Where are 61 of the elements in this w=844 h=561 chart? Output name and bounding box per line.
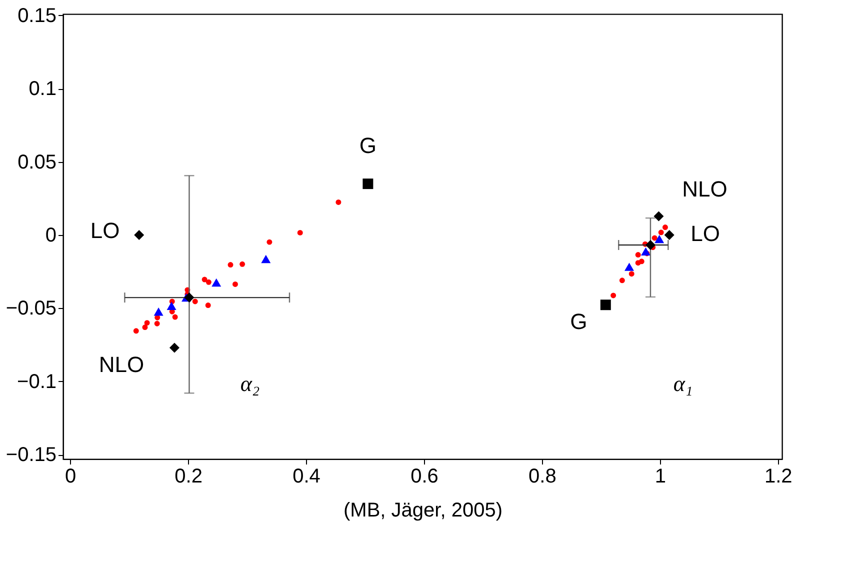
point bbox=[202, 276, 208, 282]
x-tick-label: 0.6 bbox=[410, 466, 438, 488]
point bbox=[658, 230, 664, 236]
point bbox=[600, 300, 611, 310]
x-tick-label: 1 bbox=[654, 466, 666, 488]
point bbox=[144, 320, 150, 326]
point bbox=[641, 247, 650, 256]
point bbox=[654, 211, 664, 222]
point bbox=[206, 279, 212, 285]
point bbox=[134, 230, 144, 240]
x-tick-label: 0.8 bbox=[528, 466, 556, 488]
x-tick-label: 0 bbox=[65, 466, 76, 488]
point bbox=[610, 292, 616, 298]
point bbox=[228, 262, 234, 268]
point bbox=[638, 258, 644, 264]
point bbox=[336, 200, 342, 205]
point bbox=[192, 298, 198, 304]
point bbox=[266, 239, 272, 245]
point bbox=[169, 342, 180, 353]
x-axis-title: (MB, Jäger, 2005) bbox=[344, 500, 502, 522]
point bbox=[154, 320, 160, 326]
annotation: α₁ bbox=[673, 371, 693, 396]
x-tick-label: 0.2 bbox=[174, 466, 202, 488]
point bbox=[212, 278, 222, 287]
annotation: LO bbox=[90, 218, 120, 244]
point bbox=[133, 328, 139, 334]
y-tick-label: −0.15 bbox=[6, 444, 56, 466]
y-tick-label: −0.05 bbox=[6, 298, 56, 320]
point bbox=[232, 281, 238, 287]
annotation: G bbox=[359, 132, 377, 158]
point bbox=[205, 302, 211, 308]
annotation: α₂ bbox=[240, 371, 260, 396]
point bbox=[652, 235, 658, 241]
annotation: G bbox=[570, 308, 588, 334]
point bbox=[154, 307, 164, 316]
point bbox=[142, 324, 148, 330]
point bbox=[172, 314, 178, 320]
y-tick-label: 0.05 bbox=[18, 151, 56, 174]
y-tick-label: 0 bbox=[45, 224, 56, 247]
point bbox=[619, 278, 625, 284]
point bbox=[662, 224, 668, 230]
annotation: NLO bbox=[682, 176, 728, 202]
x-tick-label: 1.2 bbox=[764, 466, 792, 488]
point bbox=[635, 252, 641, 258]
y-tick-label: 0.15 bbox=[18, 4, 56, 27]
annotation: LO bbox=[690, 221, 720, 246]
point bbox=[628, 271, 634, 277]
point bbox=[654, 234, 664, 244]
y-tick-label: −0.1 bbox=[17, 370, 56, 393]
point bbox=[240, 261, 246, 267]
point bbox=[166, 302, 176, 310]
x-tick-label: 0.4 bbox=[292, 466, 320, 488]
point bbox=[645, 240, 656, 250]
annotation: NLO bbox=[98, 352, 144, 377]
point bbox=[184, 292, 194, 303]
y-tick-label: 0.1 bbox=[28, 78, 56, 100]
point bbox=[261, 254, 271, 264]
point bbox=[362, 178, 374, 190]
point bbox=[664, 230, 674, 240]
point bbox=[624, 262, 634, 271]
point bbox=[297, 230, 303, 236]
